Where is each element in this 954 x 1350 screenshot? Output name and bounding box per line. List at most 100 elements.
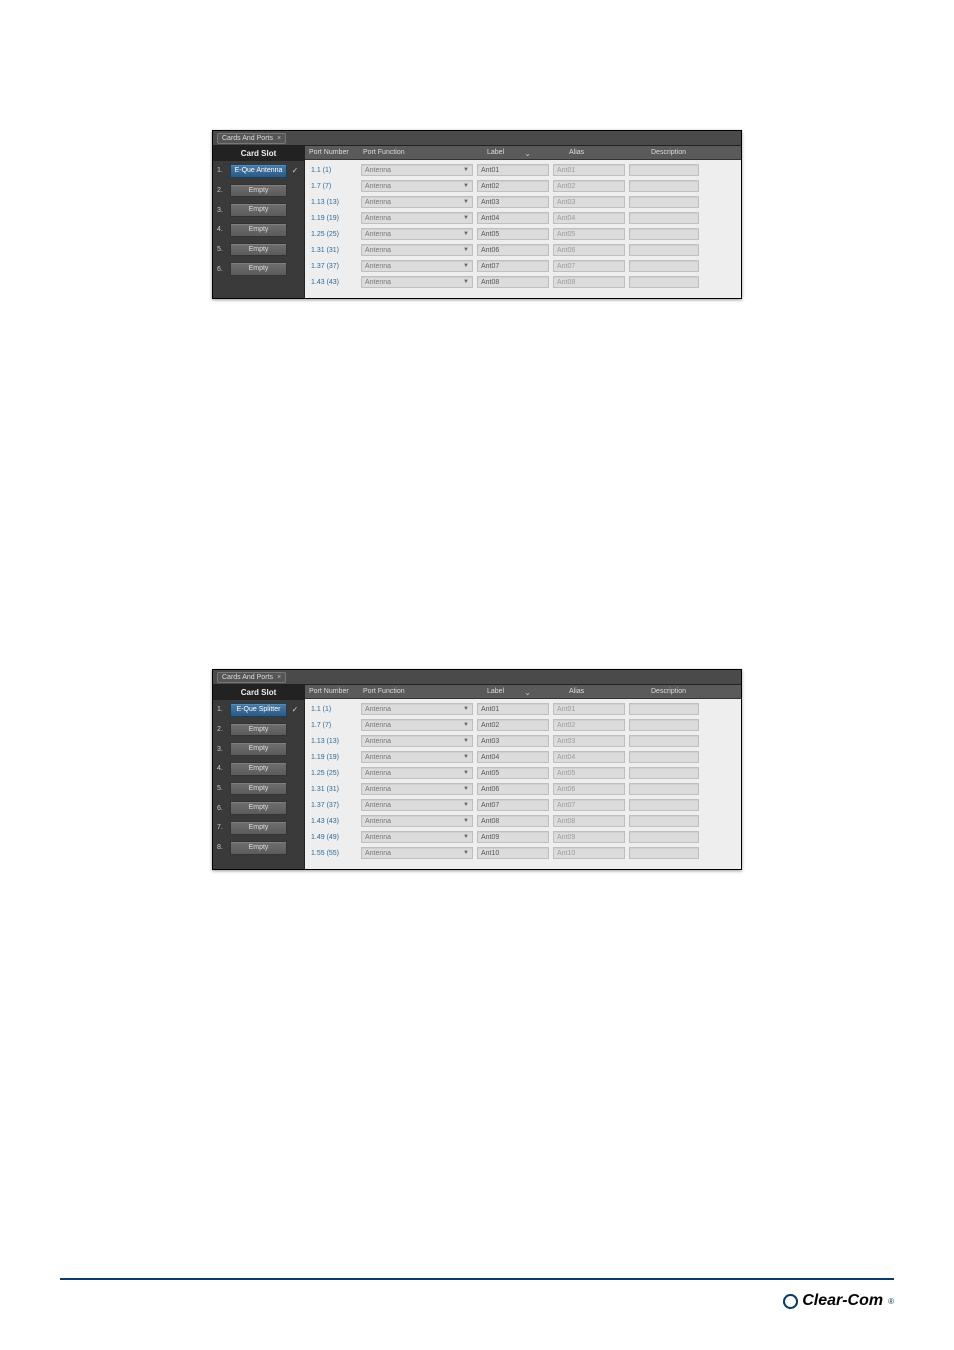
port-function-select[interactable]: Antenna▼ (361, 719, 473, 731)
select-value: Antenna (365, 738, 391, 745)
alias-input[interactable]: Ant03 (553, 735, 625, 747)
label-input[interactable]: Ant10 (477, 847, 549, 859)
label-input[interactable]: Ant09 (477, 831, 549, 843)
slot-card[interactable]: E-Que Antenna (230, 164, 287, 178)
label-input[interactable]: Ant04 (477, 751, 549, 763)
slot-card[interactable]: Empty (230, 184, 287, 198)
label-input[interactable]: Ant06 (477, 783, 549, 795)
port-function-select[interactable]: Antenna▼ (361, 228, 473, 240)
label-input[interactable]: Ant08 (477, 815, 549, 827)
alias-input[interactable]: Ant10 (553, 847, 625, 859)
label-input[interactable]: Ant05 (477, 767, 549, 779)
alias-input[interactable]: Ant02 (553, 719, 625, 731)
slot-card[interactable]: Empty (230, 801, 287, 815)
slot-row: 5.Empty (213, 779, 304, 799)
alias-input[interactable]: Ant08 (553, 276, 625, 288)
slot-card[interactable]: Empty (230, 762, 287, 776)
description-input[interactable] (629, 815, 699, 827)
port-function-select[interactable]: Antenna▼ (361, 180, 473, 192)
description-input[interactable] (629, 847, 699, 859)
close-icon[interactable]: × (277, 674, 281, 681)
slot-card[interactable]: Empty (230, 821, 287, 835)
description-input[interactable] (629, 164, 699, 176)
label-input[interactable]: Ant02 (477, 719, 549, 731)
label-input[interactable]: Ant01 (477, 703, 549, 715)
port-number: 1.13 (13) (309, 199, 357, 206)
tab-cards-and-ports[interactable]: Cards And Ports × (217, 672, 286, 683)
alias-input[interactable]: Ant08 (553, 815, 625, 827)
port-function-select[interactable]: Antenna▼ (361, 767, 473, 779)
description-input[interactable] (629, 767, 699, 779)
alias-input[interactable]: Ant07 (553, 799, 625, 811)
alias-input[interactable]: Ant01 (553, 164, 625, 176)
port-function-select[interactable]: Antenna▼ (361, 831, 473, 843)
description-input[interactable] (629, 212, 699, 224)
chevron-down-icon: ▼ (463, 738, 469, 744)
label-input[interactable]: Ant07 (477, 799, 549, 811)
description-input[interactable] (629, 783, 699, 795)
alias-input[interactable]: Ant04 (553, 212, 625, 224)
label-input[interactable]: Ant08 (477, 276, 549, 288)
description-input[interactable] (629, 703, 699, 715)
port-function-select[interactable]: Antenna▼ (361, 276, 473, 288)
port-function-select[interactable]: Antenna▼ (361, 260, 473, 272)
slot-card[interactable]: Empty (230, 243, 287, 257)
alias-input[interactable]: Ant06 (553, 244, 625, 256)
port-function-select[interactable]: Antenna▼ (361, 164, 473, 176)
label-input[interactable]: Ant05 (477, 228, 549, 240)
port-function-select[interactable]: Antenna▼ (361, 703, 473, 715)
label-input[interactable]: Ant04 (477, 212, 549, 224)
description-input[interactable] (629, 180, 699, 192)
label-input[interactable]: Ant03 (477, 735, 549, 747)
slot-card[interactable]: Empty (230, 262, 287, 276)
description-input[interactable] (629, 831, 699, 843)
alias-input[interactable]: Ant06 (553, 783, 625, 795)
label-input[interactable]: Ant07 (477, 260, 549, 272)
slot-card[interactable]: Empty (230, 203, 287, 217)
port-function-select[interactable]: Antenna▼ (361, 847, 473, 859)
alias-input[interactable]: Ant03 (553, 196, 625, 208)
alias-input[interactable]: Ant01 (553, 703, 625, 715)
slot-card[interactable]: Empty (230, 782, 287, 796)
label-input[interactable]: Ant03 (477, 196, 549, 208)
label-input[interactable]: Ant02 (477, 180, 549, 192)
alias-input[interactable]: Ant09 (553, 831, 625, 843)
table-row: 1.55 (55)Antenna▼Ant10Ant10 (305, 845, 741, 861)
slot-card[interactable]: E-Que Splitter (230, 703, 287, 717)
alias-input[interactable]: Ant04 (553, 751, 625, 763)
description-input[interactable] (629, 799, 699, 811)
port-function-select[interactable]: Antenna▼ (361, 751, 473, 763)
port-function-select[interactable]: Antenna▼ (361, 815, 473, 827)
select-value: Antenna (365, 183, 391, 190)
close-icon[interactable]: × (277, 135, 281, 142)
description-input[interactable] (629, 751, 699, 763)
chevron-down-icon[interactable]: ⌄ (524, 149, 531, 158)
slot-card[interactable]: Empty (230, 841, 287, 855)
chevron-down-icon[interactable]: ⌄ (524, 688, 531, 697)
alias-input[interactable]: Ant07 (553, 260, 625, 272)
description-input[interactable] (629, 735, 699, 747)
description-input[interactable] (629, 196, 699, 208)
slot-card[interactable]: Empty (230, 223, 287, 237)
select-value: Antenna (365, 770, 391, 777)
description-input[interactable] (629, 228, 699, 240)
alias-input[interactable]: Ant02 (553, 180, 625, 192)
description-input[interactable] (629, 260, 699, 272)
description-input[interactable] (629, 276, 699, 288)
port-function-select[interactable]: Antenna▼ (361, 783, 473, 795)
tab-cards-and-ports[interactable]: Cards And Ports × (217, 133, 286, 144)
port-function-select[interactable]: Antenna ▼ (361, 735, 473, 747)
port-function-select[interactable]: Antenna▼ (361, 244, 473, 256)
port-function-select[interactable]: Antenna▼ (361, 799, 473, 811)
slot-card[interactable]: Empty (230, 742, 287, 756)
description-input[interactable] (629, 244, 699, 256)
slot-card[interactable]: Empty (230, 723, 287, 737)
port-function-select[interactable]: Antenna▼ (361, 212, 473, 224)
label-input[interactable]: Ant06 (477, 244, 549, 256)
port-function-select[interactable]: Antenna▼ (361, 196, 473, 208)
tab-bar: Cards And Ports × (213, 670, 741, 685)
label-input[interactable]: Ant01 (477, 164, 549, 176)
alias-input[interactable]: Ant05 (553, 767, 625, 779)
alias-input[interactable]: Ant05 (553, 228, 625, 240)
description-input[interactable] (629, 719, 699, 731)
